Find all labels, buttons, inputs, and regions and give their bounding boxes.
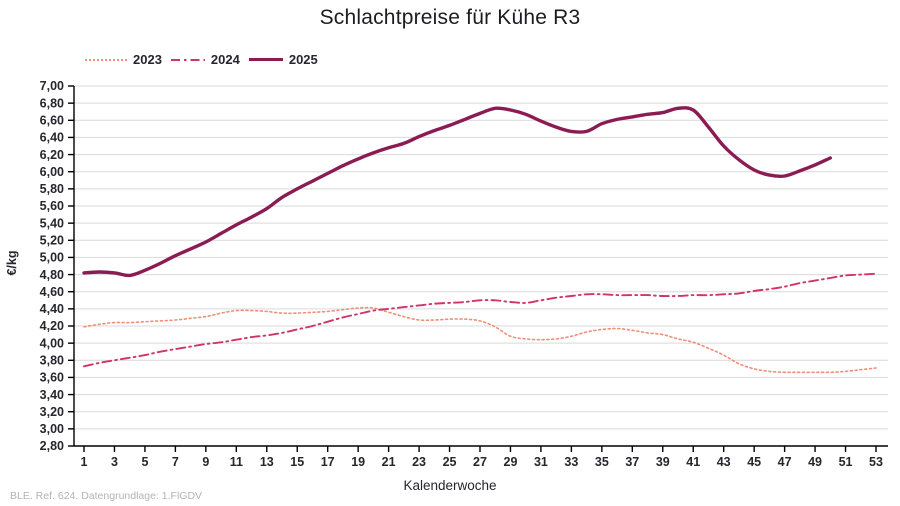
series-2023-line [83,306,877,374]
x-tick-label: 51 [839,455,853,469]
x-tick-label: 17 [321,455,335,469]
y-tick-label: 6,20 [40,148,64,162]
chart-title: Schlachtpreise für Kühe R3 [319,6,581,29]
y-tick-label: 4,60 [40,285,64,299]
y-tick-label: 2,80 [40,439,64,453]
x-tick-label: 41 [686,455,700,469]
x-tick-label: 15 [290,455,304,469]
x-tick-label: 35 [595,455,609,469]
legend-item-2025: 2025 [248,52,318,67]
x-tick-label: 39 [656,455,670,469]
y-tick-label: 5,20 [40,233,64,247]
x-tick-label: 21 [382,455,396,469]
x-tick-label: 5 [141,455,148,469]
y-tick-label: 6,40 [40,131,64,145]
legend-line-sample-2025 [248,58,283,61]
source-note: BLE. Ref. 624. Datengrundlage: 1.FlGDV [10,490,203,502]
x-tick-label: 9 [202,455,209,469]
x-tick-label: 29 [504,455,518,469]
x-tick-label: 23 [412,455,426,469]
series-2024-line [83,272,877,368]
x-tick-label: 45 [747,455,761,469]
x-tick-label: 53 [869,455,883,469]
legend-label-2024: 2024 [210,52,240,67]
legend-item-2024: 2024 [170,52,240,67]
x-tick-label: 3 [111,455,118,469]
legend-item-2023: 2023 [85,52,162,67]
y-tick-label: 3,20 [40,405,64,419]
legend-line-sample-2023 [85,58,127,61]
y-tick-label: 6,80 [40,96,64,110]
y-tick-label: 3,00 [40,422,64,436]
y-tick-label: 6,60 [40,113,64,127]
x-tick-label: 7 [172,455,179,469]
x-axis-title: Kalenderwoche [403,478,497,493]
legend-label-2023: 2023 [133,52,162,67]
x-tick-label: 31 [534,455,548,469]
y-tick-label: 5,80 [40,182,64,196]
legend-label-2025: 2025 [288,52,318,67]
y-tick-label: 3,60 [40,371,64,385]
legend-line-sample-2024 [170,58,205,61]
y-tick-label: 5,60 [40,199,64,213]
y-tick-label: 4,80 [40,268,64,282]
x-tick-label: 19 [351,455,365,469]
series-2025-line [82,106,832,278]
y-tick-label: 5,00 [40,251,64,265]
legend: 2023 2024 2025 [85,52,318,67]
x-tick-label: 33 [564,455,578,469]
x-tick-label: 49 [808,455,822,469]
y-tick-label: 6,00 [40,165,64,179]
x-tick-label: 43 [717,455,731,469]
x-tick-label: 1 [81,455,88,469]
y-tick-label: 4,40 [40,302,64,316]
x-tick-label: 25 [443,455,457,469]
y-tick-label: 3,40 [40,388,64,402]
y-tick-label: 4,20 [40,319,64,333]
y-tick-label: 4,00 [40,336,64,350]
x-tick-label: 13 [260,455,274,469]
y-tick-label: 5,40 [40,216,64,230]
x-tick-label: 11 [230,455,243,469]
x-tick-label: 37 [625,455,639,469]
x-tick-label: 47 [778,455,792,469]
y-tick-label: 7,00 [40,79,64,93]
y-tick-label: 3,80 [40,353,64,367]
y-axis-title: €/kg [5,250,19,276]
x-tick-label: 27 [473,455,487,469]
